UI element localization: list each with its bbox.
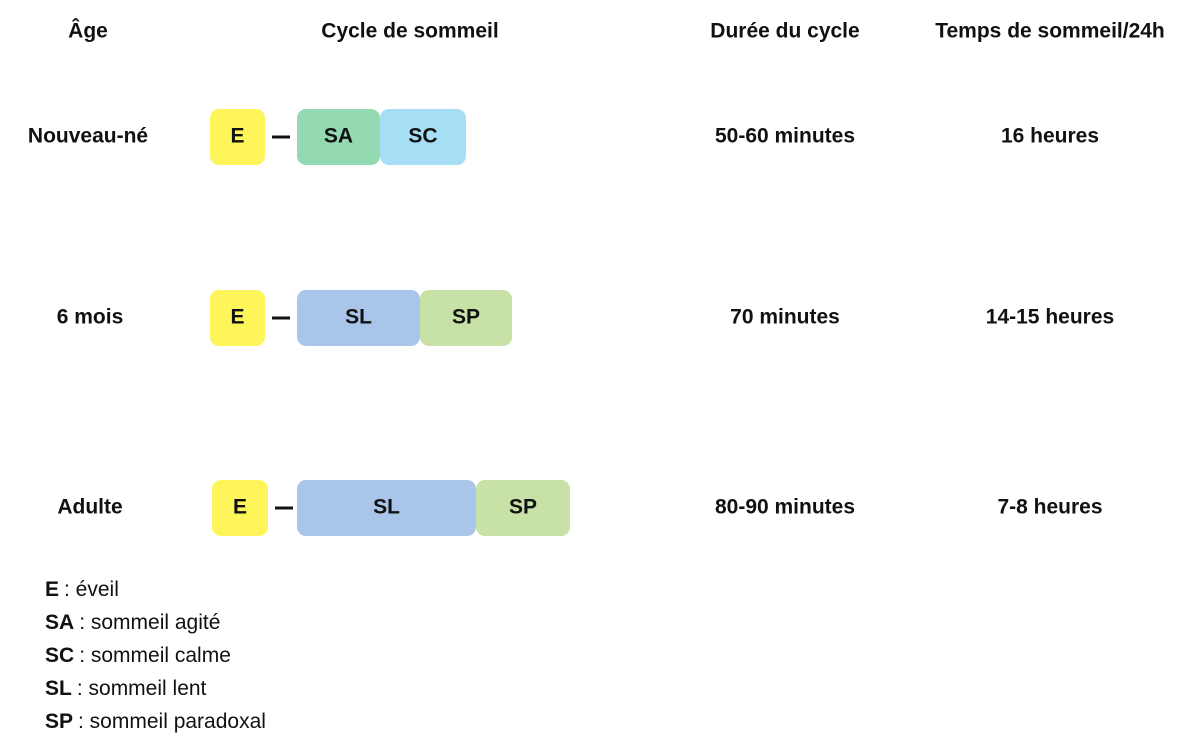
age: 6 mois bbox=[57, 306, 124, 329]
segment-label: SP bbox=[452, 306, 480, 329]
segment-label: E bbox=[230, 306, 244, 329]
segment-box bbox=[380, 109, 466, 165]
header-cycle: Cycle de sommeil bbox=[321, 20, 498, 43]
segment-label: SL bbox=[373, 496, 400, 519]
segment-label: E bbox=[233, 496, 247, 519]
duration: 80-90 minutes bbox=[715, 496, 855, 519]
header-total: Temps de sommeil/24h bbox=[935, 20, 1165, 43]
duration: 70 minutes bbox=[730, 306, 840, 329]
age: Adulte bbox=[57, 496, 122, 519]
legend-abbr: SP bbox=[45, 710, 73, 733]
duration: 50-60 minutes bbox=[715, 125, 855, 148]
legend-item: SC: sommeil calme bbox=[45, 644, 231, 667]
legend-text: : sommeil calme bbox=[79, 644, 231, 667]
segment-box bbox=[210, 109, 265, 165]
segment-label: SL bbox=[345, 306, 372, 329]
header-duration: Durée du cycle bbox=[710, 20, 859, 43]
segment-label: SA bbox=[324, 125, 353, 148]
legend-text: : sommeil lent bbox=[77, 677, 207, 700]
legend-item: SL: sommeil lent bbox=[45, 677, 207, 700]
legend-abbr: SA bbox=[45, 611, 74, 634]
segment-box bbox=[420, 290, 512, 346]
segment-label: SP bbox=[509, 496, 537, 519]
total: 14-15 heures bbox=[986, 306, 1114, 329]
segment-box bbox=[297, 109, 380, 165]
legend-item: E: éveil bbox=[45, 578, 119, 601]
legend-text: : sommeil agité bbox=[79, 611, 220, 634]
legend-abbr: SL bbox=[45, 677, 72, 700]
segment-label: E bbox=[230, 125, 244, 148]
legend-text: : éveil bbox=[64, 578, 119, 601]
segment-box bbox=[212, 480, 268, 536]
legend-item: SP: sommeil paradoxal bbox=[45, 710, 266, 733]
segment-label: SC bbox=[408, 125, 437, 148]
segment-box bbox=[297, 480, 476, 536]
header-age: Âge bbox=[68, 19, 108, 43]
legend-text: : sommeil paradoxal bbox=[78, 710, 266, 733]
legend-item: SA: sommeil agité bbox=[45, 611, 220, 634]
segment-box bbox=[210, 290, 265, 346]
total: 16 heures bbox=[1001, 125, 1099, 148]
segment-box bbox=[297, 290, 420, 346]
age: Nouveau-né bbox=[28, 125, 148, 148]
legend-abbr: SC bbox=[45, 644, 74, 667]
segment-box bbox=[476, 480, 570, 536]
legend-abbr: E bbox=[45, 578, 59, 601]
total: 7-8 heures bbox=[997, 496, 1102, 519]
